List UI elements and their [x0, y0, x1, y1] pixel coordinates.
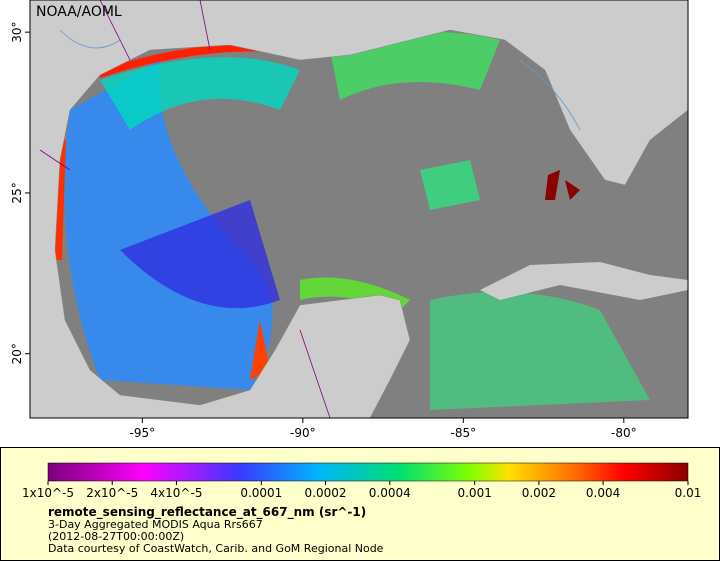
colorbar-tick-label: 0.01 [675, 486, 702, 500]
colorbar-tick-label: 0.002 [522, 486, 556, 500]
y-tick-label: 25° [10, 182, 24, 203]
x-tick-label: -95° [130, 426, 156, 440]
legend-line: (2012-08-27T00:00:00Z) [48, 530, 184, 543]
legend-variable: remote_sensing_reflectance_at_667_nm (sr… [48, 505, 366, 520]
y-tick-label: 30° [10, 22, 24, 43]
map-frame [29, 0, 689, 419]
x-tick-label: -85° [451, 426, 477, 440]
colorbar-tick-label: 0.004 [586, 486, 620, 500]
colorbar-tick-label: 2x10^-5 [86, 486, 138, 500]
legend-line: 3-Day Aggregated MODIS Aqua Rrs667 [48, 518, 263, 531]
colorbar-tick-label: 4x10^-5 [150, 486, 202, 500]
x-tick-label: -90° [290, 426, 316, 440]
colorbar-tick-label: 0.0002 [305, 486, 347, 500]
colorbar-tick-label: 0.0004 [369, 486, 411, 500]
colorbar-tick-label: 0.0001 [240, 486, 282, 500]
colorbar [47, 462, 689, 482]
y-tick-label: 20° [10, 343, 24, 364]
credit: NOAA/AOML [36, 4, 122, 20]
legend-line: Data courtesy of CoastWatch, Carib. and … [48, 542, 384, 555]
colorbar-tick-label: 1x10^-5 [22, 486, 74, 500]
colorbar-tick-label: 0.001 [457, 486, 491, 500]
x-tick-label: -80° [611, 426, 637, 440]
map-image [30, 0, 688, 418]
